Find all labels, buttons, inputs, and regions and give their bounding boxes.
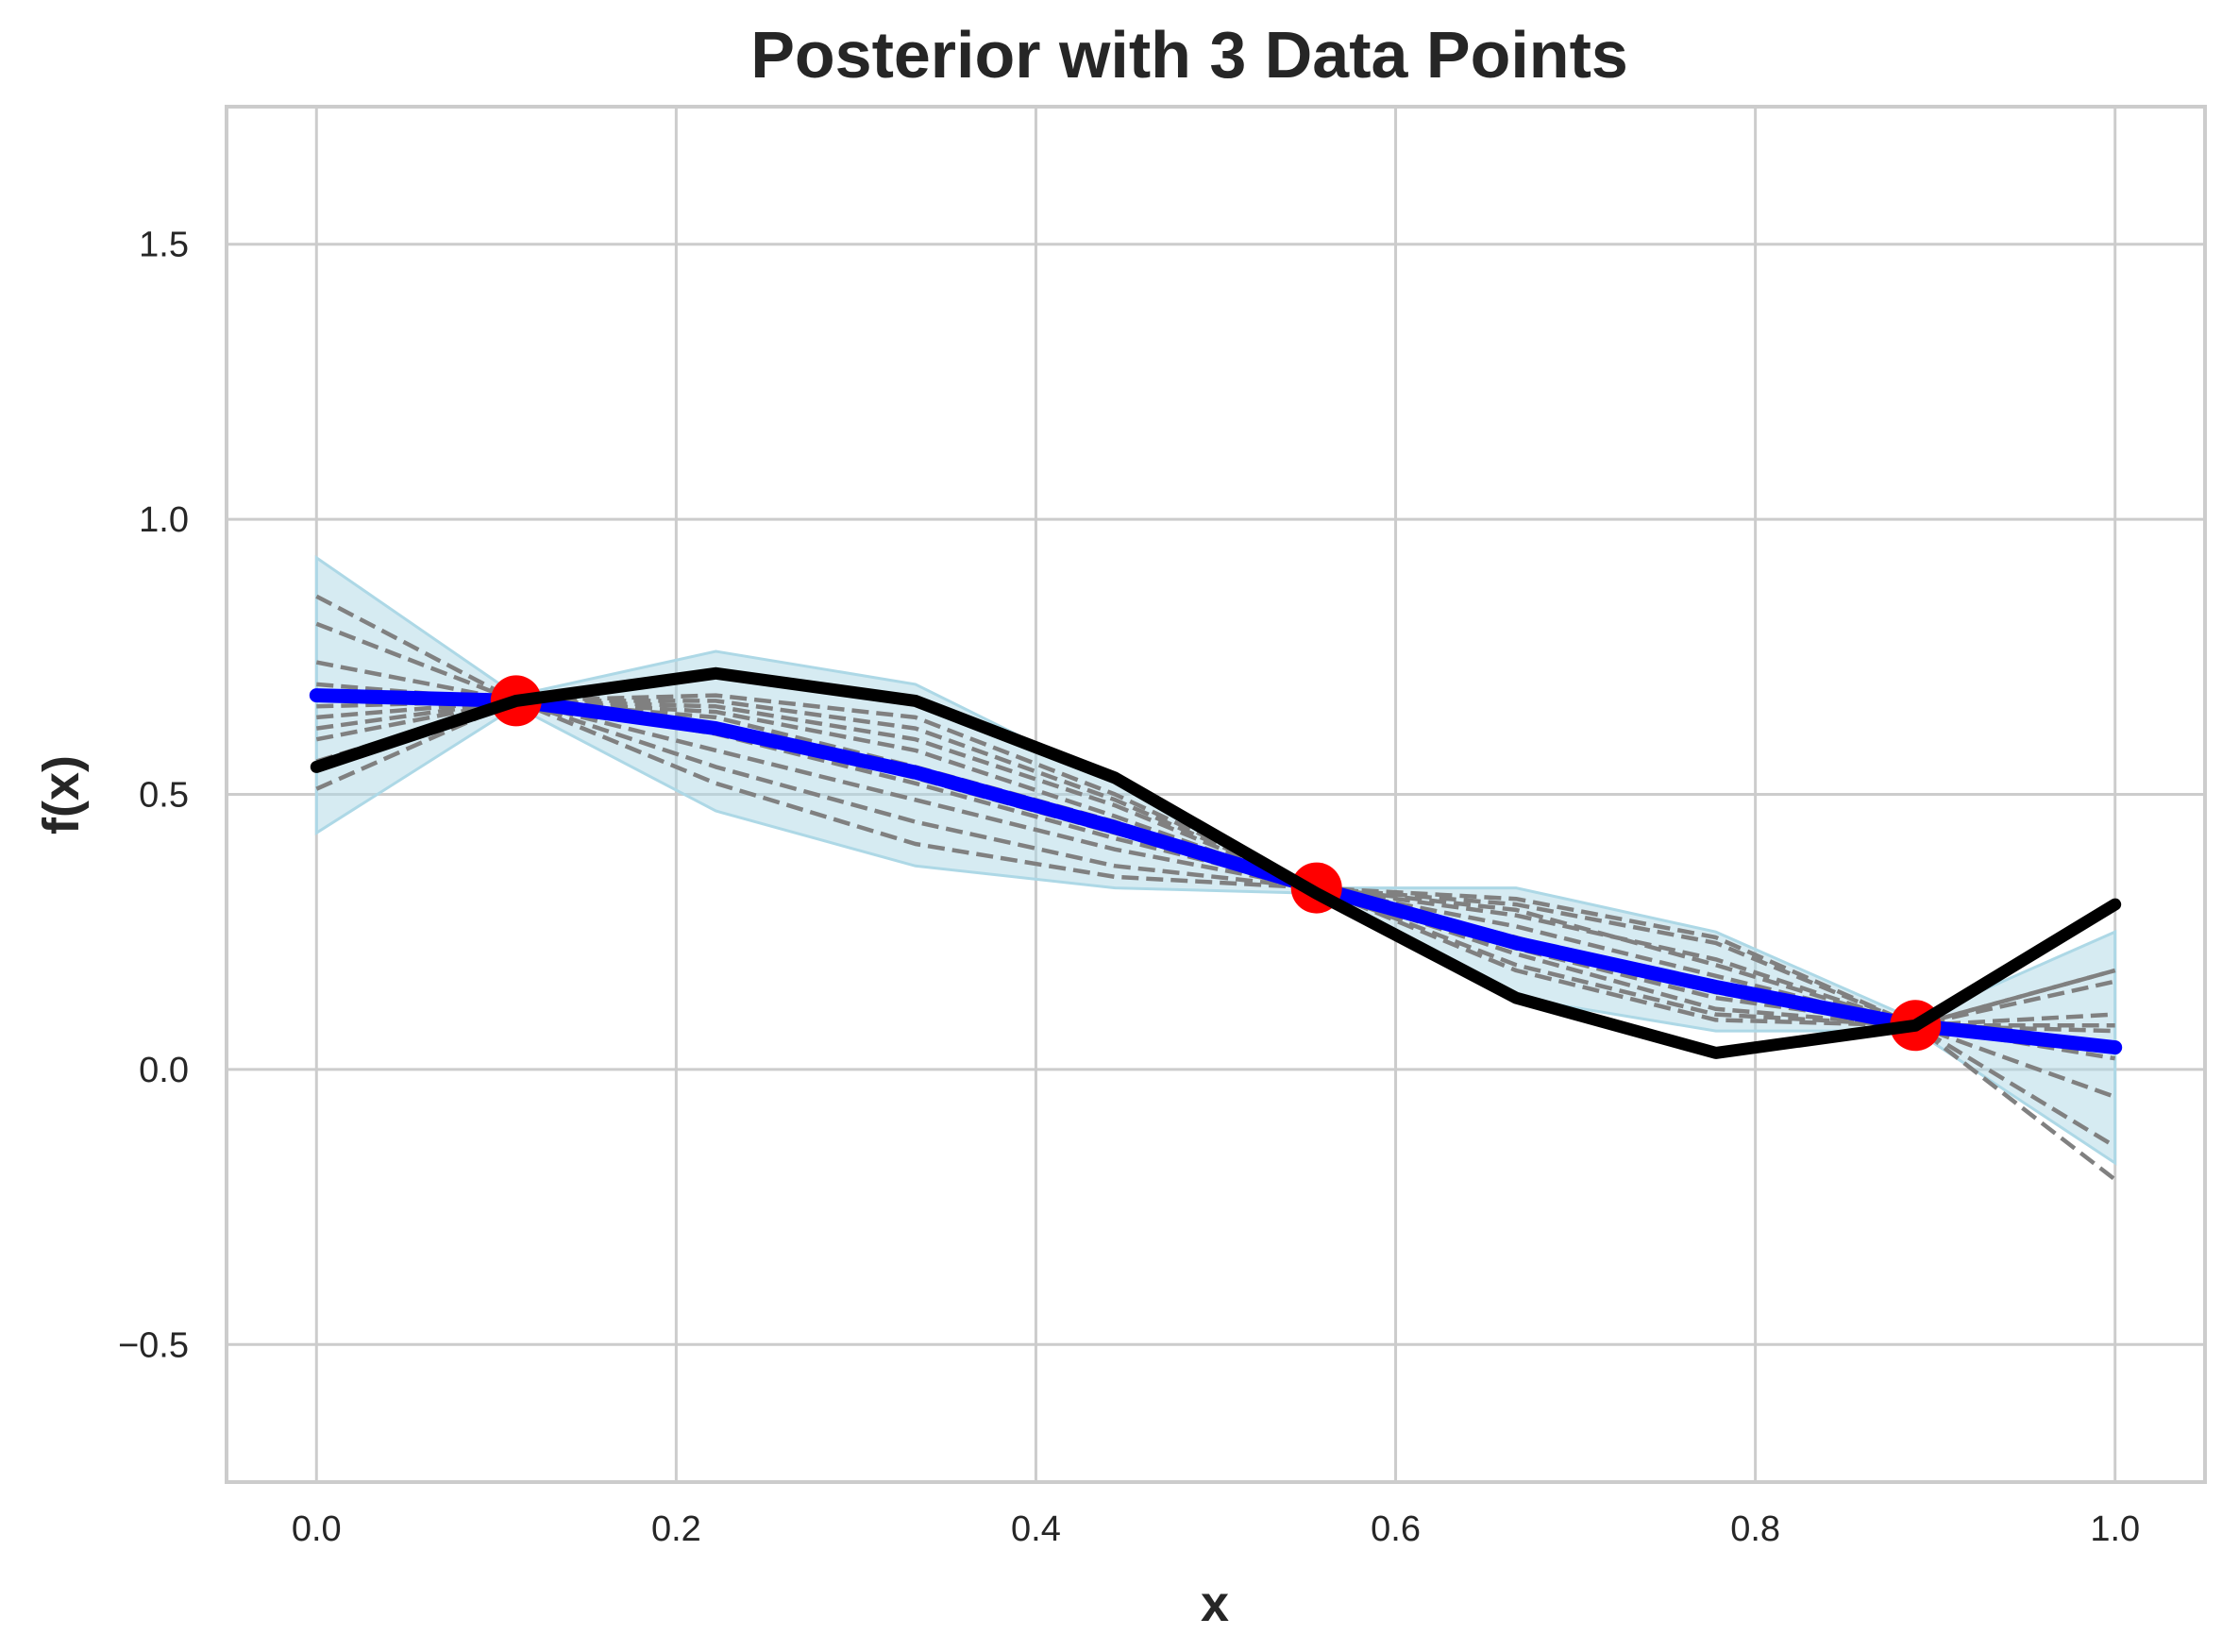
sample-line — [316, 699, 2116, 1100]
sample-line — [315, 594, 2116, 1028]
x-tick-label: 0.4 — [1011, 1509, 1061, 1549]
y-tick-label: 1.5 — [139, 226, 189, 265]
true-function — [310, 666, 2122, 1059]
mean-line — [309, 688, 2123, 1055]
y-tick-label: 1.0 — [139, 500, 189, 540]
chart-title: Posterior with 3 Data Points — [750, 18, 1628, 92]
y-axis-label: f(x) — [33, 755, 90, 834]
x-tick-label: 1.0 — [2090, 1509, 2140, 1549]
y-tick-label: −0.5 — [118, 1325, 189, 1365]
sample-line — [315, 621, 2116, 1028]
sample-line — [315, 660, 2115, 1028]
plot-frame — [225, 105, 2207, 1484]
y-tick-label: 0.5 — [139, 776, 189, 816]
y-tick-labels: −0.5 0.0 0.5 1.0 1.5 — [118, 226, 189, 1366]
x-tick-labels: 0.0 0.2 0.4 0.6 0.8 1.0 — [292, 1509, 2140, 1549]
sample-line — [315, 693, 2117, 1182]
x-tick-label: 0.0 — [292, 1509, 342, 1549]
true-function-line — [310, 666, 2122, 1059]
posterior-mean — [309, 688, 2123, 1055]
grid — [227, 107, 2205, 1482]
x-tick-label: 0.8 — [1730, 1509, 1780, 1549]
sample-line — [315, 699, 2116, 1149]
x-axis-label: x — [1201, 1576, 1229, 1632]
x-tick-label: 0.6 — [1371, 1509, 1421, 1549]
x-tick-label: 0.2 — [651, 1509, 701, 1549]
y-tick-label: 0.0 — [139, 1051, 189, 1090]
